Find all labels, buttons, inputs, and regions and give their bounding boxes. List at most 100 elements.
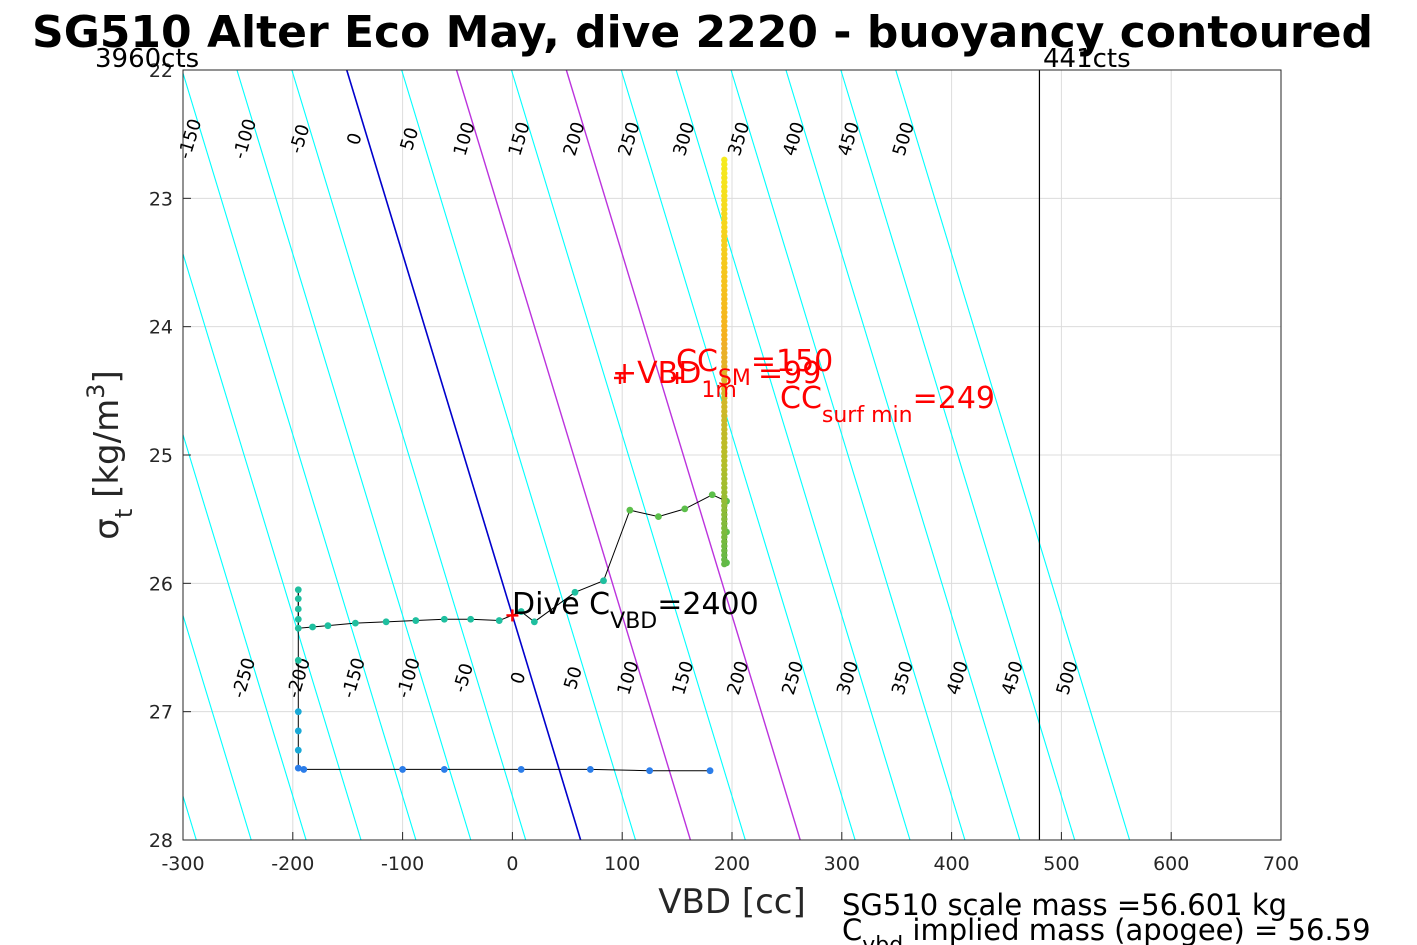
- data-point: [721, 179, 728, 186]
- contour-line: [183, 252, 362, 840]
- cc-surf-sub: surf min: [822, 403, 913, 428]
- x-tick-label: 400: [933, 853, 969, 875]
- data-point: [721, 475, 728, 482]
- data-point: [586, 766, 594, 773]
- data-point: [721, 448, 728, 455]
- data-point: [530, 618, 538, 626]
- data-point: [382, 618, 390, 626]
- data-point: [646, 767, 654, 775]
- x-tick-label: 500: [1043, 853, 1079, 875]
- data-point: [721, 551, 728, 559]
- data-point: [721, 524, 728, 532]
- y-axis-label-unit: [kg/m: [87, 399, 127, 509]
- data-point: [721, 304, 728, 312]
- data-point: [681, 505, 689, 513]
- data-point: [294, 708, 302, 716]
- data-point: [721, 547, 728, 554]
- data-point: [706, 767, 714, 775]
- dive-cvbd-value: =2400: [657, 587, 758, 622]
- contour-line: [183, 613, 252, 840]
- implied-mass-note: Cvbd implied mass (apogee) = 56.59: [842, 913, 1371, 945]
- data-point: [721, 282, 728, 289]
- vbd-1m-main: +VBD: [612, 356, 701, 391]
- data-point: [721, 363, 728, 370]
- x-tick-label: -300: [161, 853, 204, 875]
- data-point: [721, 358, 728, 366]
- data-point: [721, 394, 728, 402]
- data-point: [721, 206, 728, 213]
- data-point: [721, 232, 728, 240]
- implied-mass-rest: implied mass (apogee) = 56.59: [903, 913, 1370, 945]
- contour-line: [401, 70, 637, 840]
- data-point: [721, 219, 728, 226]
- contour-line: [345, 70, 582, 840]
- y-tick-label: 23: [149, 188, 173, 210]
- contour-line: [291, 70, 527, 840]
- data-point: [300, 766, 308, 773]
- cc-sm-value: =150: [751, 344, 833, 379]
- vbd-1m-sub: 1m: [701, 378, 736, 403]
- data-point: [721, 511, 728, 518]
- data-point: [294, 656, 302, 664]
- contour-line: [183, 71, 417, 840]
- data-point: [721, 466, 728, 473]
- data-point: [294, 727, 302, 735]
- cc-surf-value: =249: [913, 381, 995, 416]
- data-point: [721, 457, 728, 464]
- data-point: [721, 381, 728, 388]
- data-point: [721, 192, 728, 199]
- data-point: [721, 224, 728, 231]
- data-point: [721, 174, 728, 181]
- data-point: [721, 273, 728, 280]
- data-point: [721, 291, 728, 298]
- data-series: [294, 156, 730, 775]
- data-point: [309, 623, 316, 631]
- data-point: [721, 246, 728, 253]
- x-tick-label: 100: [604, 853, 640, 875]
- data-point: [721, 367, 728, 375]
- data-point: [721, 318, 728, 325]
- data-point: [721, 156, 728, 164]
- data-point: [721, 210, 728, 217]
- data-point: [294, 746, 302, 754]
- data-point: [721, 286, 728, 294]
- data-point: [721, 538, 728, 545]
- axis-ticks: -300 -200 -100 0 100 200 300 400 500 600 700 22 23 24…: [149, 60, 1299, 875]
- x-tick-label: 0: [506, 853, 518, 875]
- data-point: [721, 197, 728, 204]
- contour-line: [0, 70, 87, 840]
- data-point: [721, 268, 728, 276]
- contour-line: [455, 70, 692, 840]
- scale-mass-note: SG510 scale mass =56.601 kg: [842, 888, 1287, 922]
- data-point: [721, 237, 728, 244]
- data-point: [721, 542, 728, 550]
- markers: [506, 372, 684, 622]
- y-axis-label-close: ]: [87, 370, 127, 383]
- svg-text:σt [kg/m3]: σt [kg/m3]: [82, 370, 138, 539]
- data-point: [721, 264, 728, 271]
- data-point: [517, 608, 525, 615]
- data-point: [324, 622, 332, 630]
- cc-sm-sub: SM: [718, 366, 751, 391]
- data-point: [721, 295, 728, 303]
- y-axis-label-sub: t: [110, 509, 138, 518]
- data-point: [721, 453, 728, 460]
- data-point: [721, 444, 728, 451]
- x-tick-label: 600: [1153, 853, 1189, 875]
- data-point: [294, 624, 302, 632]
- data-point: [721, 385, 728, 393]
- data-point: [721, 313, 728, 321]
- data-point: [467, 615, 475, 623]
- y-tick-label: 22: [149, 60, 173, 82]
- data-point: [294, 605, 302, 613]
- data-point: [721, 408, 728, 415]
- data-point: [721, 412, 728, 420]
- data-point: [294, 595, 302, 603]
- data-point: [721, 417, 728, 424]
- data-point: [721, 484, 728, 491]
- corner-label-right: 441cts: [1043, 44, 1131, 74]
- data-point: [721, 250, 728, 258]
- data-point: [721, 300, 728, 307]
- data-point: [721, 277, 728, 285]
- x-tick-label: 300: [824, 853, 860, 875]
